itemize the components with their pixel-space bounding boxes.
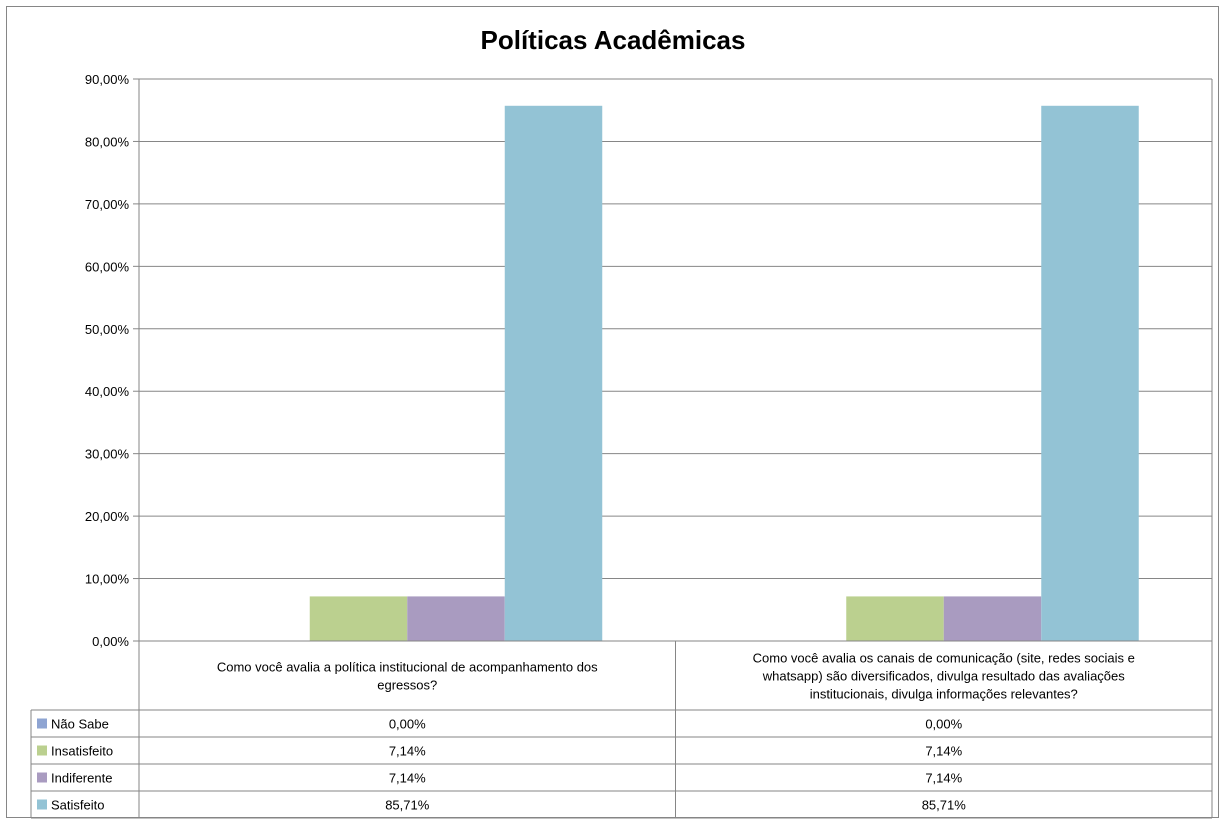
data-label: 85,71%: [385, 798, 430, 813]
data-label: 7,14%: [389, 744, 426, 759]
category-label: whatsapp) são diversificados, divulga re…: [762, 669, 1126, 684]
chart-title: Políticas Acadêmicas: [481, 25, 746, 55]
gridlines: [133, 78, 1212, 642]
category-label: institucionais, divulga informações rele…: [810, 687, 1078, 702]
bar-insatisfeito: [309, 596, 408, 641]
y-tick-label: 10,00%: [85, 572, 130, 587]
data-label: 0,00%: [925, 717, 962, 732]
data-table: Como você avalia a política instituciona…: [30, 79, 1213, 819]
category-label: Como você avalia a política instituciona…: [217, 660, 598, 675]
legend-label: Indiferente: [51, 771, 112, 786]
data-label: 7,14%: [925, 744, 962, 759]
y-tick-label: 0,00%: [92, 634, 129, 649]
y-tick-label: 80,00%: [85, 134, 130, 149]
y-axis-ticks: 0,00% 10,00% 20,00% 30,00% 40,00% 50,00% 60,00…: [85, 72, 130, 649]
bar-insatisfeito: [846, 596, 944, 641]
chart-frame: Políticas Acadêmicas 0,00% 10,00% 20,00% 30…: [6, 6, 1219, 819]
y-tick-label: 30,00%: [85, 447, 130, 462]
legend-label: Insatisfeito: [51, 744, 113, 759]
y-tick-label: 60,00%: [85, 259, 130, 274]
bar-satisfeito: [504, 105, 603, 641]
bar-satisfeito: [1041, 105, 1139, 641]
legend-key: [37, 799, 47, 810]
y-tick-label: 70,00%: [85, 197, 130, 212]
category-label: egressos?: [377, 678, 437, 693]
legend-key: [37, 772, 47, 783]
chart: Políticas Acadêmicas 0,00% 10,00% 20,00% 30…: [30, 25, 1213, 819]
y-tick-label: 40,00%: [85, 384, 130, 399]
y-tick-label: 50,00%: [85, 322, 130, 337]
bar-indiferente: [943, 596, 1042, 641]
data-label: 85,71%: [922, 798, 967, 813]
data-label: 7,14%: [925, 771, 962, 786]
data-label: 0,00%: [389, 717, 426, 732]
legend-key: [37, 718, 47, 729]
y-tick-label: 90,00%: [85, 72, 130, 87]
bar-indiferente: [407, 596, 505, 641]
bars: [309, 105, 1139, 641]
legend-label: Satisfeito: [51, 798, 104, 813]
legend-label: Não Sabe: [51, 717, 109, 732]
category-label: Como você avalia os canais de comunicaçã…: [753, 651, 1135, 666]
legend-key: [37, 745, 47, 756]
y-tick-label: 20,00%: [85, 509, 130, 524]
data-label: 7,14%: [389, 771, 426, 786]
